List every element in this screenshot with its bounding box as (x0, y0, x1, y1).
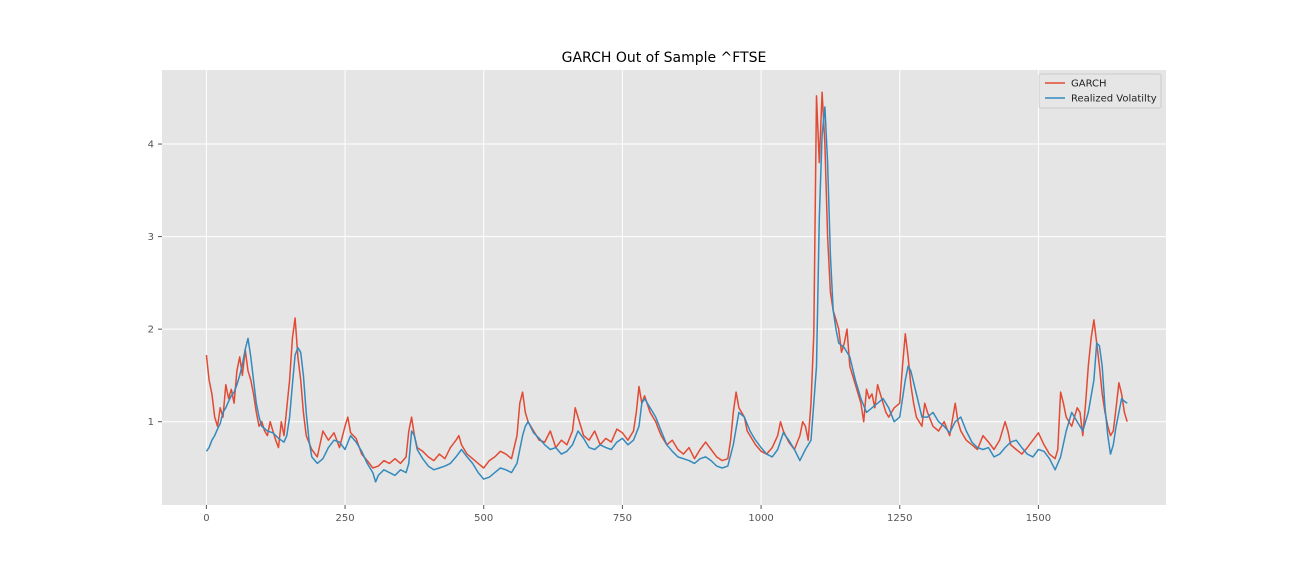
x-tick-label: 1500 (1026, 513, 1051, 524)
grid-lines (162, 70, 1166, 505)
x-tick-label: 1000 (748, 513, 773, 524)
x-tick-label: 1250 (887, 513, 912, 524)
x-tick-label: 250 (336, 513, 355, 524)
legend: GARCH Realized Volatilty (1038, 73, 1162, 109)
y-tick-label: 2 (148, 325, 154, 336)
legend-label: Realized Volatilty (1071, 94, 1157, 105)
x-tick-label: 0 (203, 513, 209, 524)
x-axis-ticks: 0 250 500 750 1000 1250 1500 (203, 505, 1051, 524)
series-line-realized-volatility (205, 106, 1128, 483)
y-axis-ticks: 1 2 3 4 (148, 140, 162, 428)
y-tick-label: 4 (148, 140, 154, 151)
series-lines (205, 91, 1128, 483)
legend-label: GARCH (1071, 79, 1107, 90)
x-tick-label: 750 (613, 513, 632, 524)
x-tick-label: 500 (474, 513, 493, 524)
plot-area (162, 70, 1166, 505)
legend-box (1038, 73, 1162, 109)
series-line-garch (205, 91, 1128, 469)
y-tick-label: 3 (148, 232, 154, 243)
chart-title: GARCH Out of Sample ^FTSE (562, 50, 767, 66)
y-tick-label: 1 (148, 417, 154, 428)
